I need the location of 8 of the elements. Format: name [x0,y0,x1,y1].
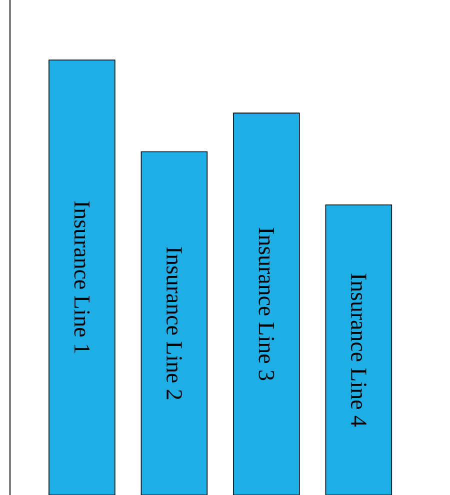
x-tick-label: Insurance Line 4 [350,274,366,427]
bar [325,204,392,495]
x-tick-label: Insurance Line 3 [258,228,274,380]
bar [48,60,116,495]
x-tick-label: Insurance Line 1 [74,201,90,354]
x-tick-label: Insurance Line 2 [166,247,182,400]
bar [140,151,208,495]
bar [233,112,300,495]
